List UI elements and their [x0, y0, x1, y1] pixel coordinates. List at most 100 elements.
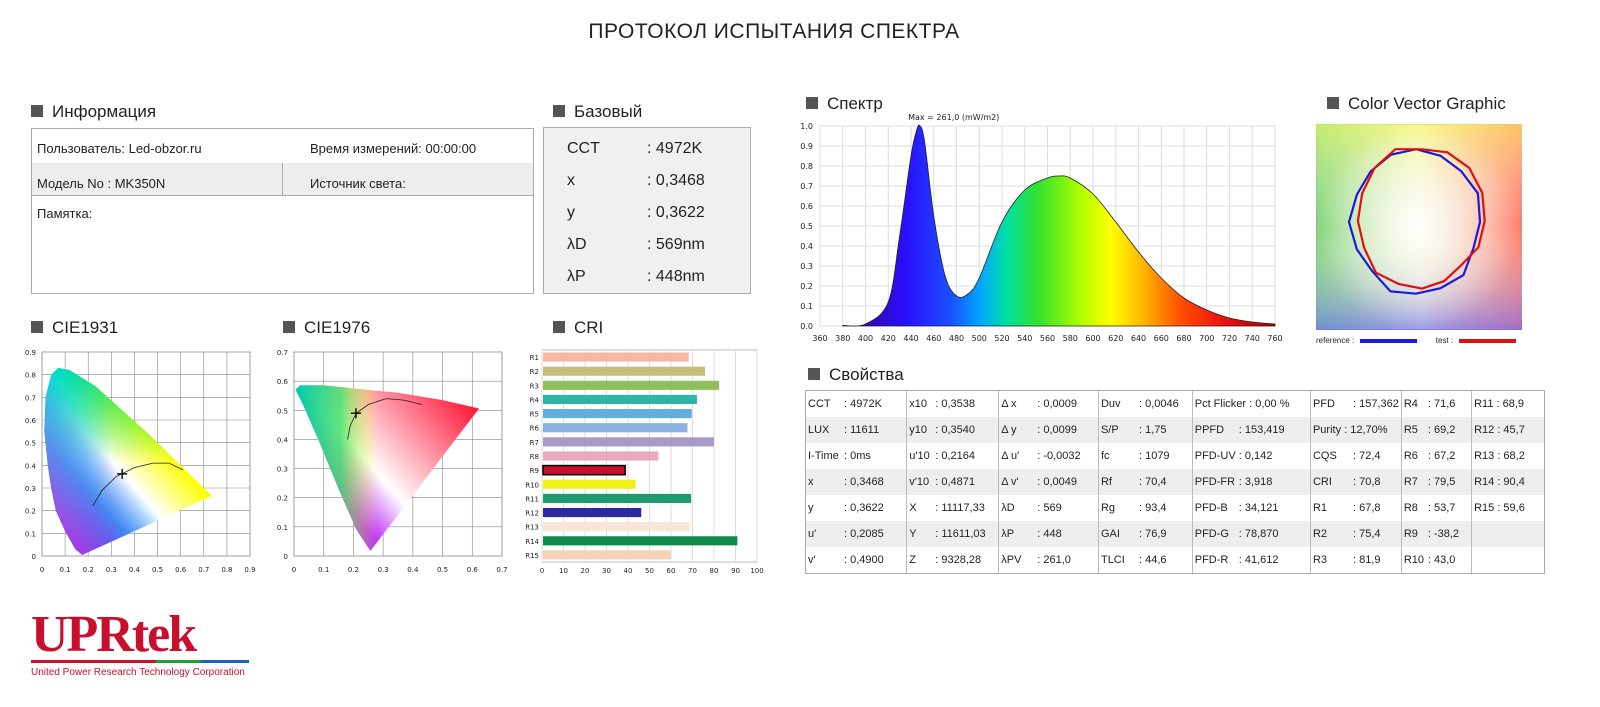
- properties-row: u': 0,2085 Y: 11611,03 λP: 448 GAI: 76,9 PFD…: [806, 521, 1544, 547]
- basic-key: λP: [567, 268, 586, 285]
- property-value: : -38,2: [1427, 528, 1460, 540]
- cie-x-tick: 0.7: [198, 566, 209, 574]
- property-key: R3: [1312, 554, 1328, 566]
- cie-y-tick: 0.5: [25, 440, 36, 448]
- legend-reference-label: reference :: [1316, 336, 1355, 345]
- property-key: LUX: [808, 424, 830, 436]
- cri-category-label: R8: [530, 453, 539, 461]
- bullet-square-icon: [31, 105, 43, 117]
- cri-bar: [543, 366, 706, 376]
- property-value: : 78,870: [1238, 528, 1279, 540]
- properties-cell: PFD-FR: 3,918: [1192, 469, 1311, 495]
- cri-category-label: R3: [530, 382, 539, 390]
- info-row-memo: Памятка:: [32, 195, 533, 293]
- bullet-square-icon: [806, 97, 818, 109]
- cri-category-label: R9: [530, 467, 539, 475]
- property-value: : 157,362: [1352, 398, 1399, 410]
- property-key: PFD-G: [1194, 528, 1229, 540]
- property-value: : 81,9: [1352, 554, 1381, 566]
- properties-cell: [1472, 547, 1544, 573]
- cie-x-tick: 0.6: [467, 566, 479, 574]
- spectrum-y-tick: 1.0: [800, 122, 813, 131]
- cri-bar: [543, 394, 697, 405]
- basic-section-title: Базовый: [574, 102, 643, 121]
- properties-cell: Rf: 70,4: [1098, 469, 1193, 495]
- properties-cell: CRI: 70,8: [1310, 469, 1402, 495]
- property-key: u': [808, 528, 817, 540]
- cri-bar: [542, 464, 626, 476]
- property-value: : 79,5: [1427, 476, 1456, 488]
- property-value: : 0,3468: [844, 476, 884, 488]
- spectrum-x-tick: 520: [994, 334, 1009, 343]
- cri-x-tick: 90: [731, 567, 740, 575]
- property-value: : 70,4: [1138, 476, 1167, 488]
- property-key: R14 : 90,4: [1474, 476, 1525, 488]
- property-value: : 0,3622: [844, 502, 884, 514]
- spectrum-x-tick: 360: [812, 334, 827, 343]
- cri-bar: [543, 423, 688, 433]
- property-key: TLCI: [1100, 554, 1125, 566]
- cie-x-tick: 0.3: [378, 566, 389, 574]
- cri-bar: [543, 522, 690, 532]
- logo-text: UPRtek: [31, 606, 197, 663]
- info-row-model: Модель No : MK350N Источник света:: [32, 163, 533, 196]
- cri-section-title: CRI: [574, 318, 604, 337]
- property-key: S/P: [1100, 424, 1119, 436]
- property-key: PFD-FR: [1194, 476, 1236, 488]
- basic-value: : 569nm: [647, 236, 705, 253]
- cri-x-tick: 20: [581, 567, 590, 575]
- bullet-square-icon: [1327, 97, 1339, 109]
- property-key: Z: [909, 554, 916, 566]
- spectrum-max-label: Max = 261,0 (mW/m2): [908, 113, 999, 122]
- cri-category-label: R7: [530, 439, 539, 447]
- cie-x-tick: 0.1: [60, 566, 71, 574]
- legend-reference-swatch: [1360, 338, 1418, 343]
- property-value: : 72,4: [1352, 450, 1381, 462]
- basic-value: : 0,3622: [647, 204, 705, 221]
- property-key: CRI: [1312, 476, 1332, 488]
- cie-x-tick: 0.4: [129, 566, 141, 574]
- property-key: R13 : 68,2: [1474, 450, 1525, 462]
- basic-value: : 0,3468: [647, 172, 705, 189]
- properties-cell: R15 : 59,6: [1472, 495, 1544, 521]
- property-value: : 44,6: [1138, 554, 1167, 566]
- cri-bar: [543, 493, 692, 503]
- cri-category-label: R10: [525, 481, 539, 489]
- cri-x-tick: 70: [688, 567, 697, 575]
- property-key: u'10: [909, 450, 930, 462]
- property-key: PFD-B: [1194, 502, 1228, 514]
- property-value: : 67,8: [1352, 502, 1381, 514]
- spectrum-chart: 360 380 400 420 440 460 480 500 520 540 560 580 600 6…: [800, 113, 1282, 343]
- property-value: : 11117,33: [935, 502, 985, 514]
- logo-underline: [31, 660, 249, 663]
- cie-x-tick: 0.4: [407, 566, 419, 574]
- basic-key: λD: [567, 236, 587, 253]
- property-value: : 43,0: [1427, 554, 1456, 566]
- props-section-title: Свойства: [829, 365, 904, 384]
- cri-bar: [543, 451, 659, 461]
- properties-cell: Rg: 93,4: [1098, 495, 1193, 521]
- spectrum-x-tick: 680: [1176, 334, 1191, 343]
- cie-y-tick: 0: [284, 553, 288, 561]
- properties-cell: v'10: 0,4871: [906, 469, 1000, 495]
- planckian-locus: [347, 398, 422, 440]
- cri-bar: [543, 479, 636, 489]
- cie-x-tick: 0.5: [152, 566, 163, 574]
- property-key: fc: [1100, 450, 1110, 462]
- properties-cell: [1471, 521, 1544, 547]
- cri-x-tick: 40: [624, 567, 633, 575]
- properties-cell: R8: 53,7: [1401, 495, 1473, 521]
- cri-x-tick: 10: [559, 567, 568, 575]
- properties-cell: R10: 43,0: [1401, 547, 1473, 573]
- property-value: : 0,0099: [1037, 424, 1077, 436]
- spectral-locus: [295, 385, 480, 551]
- info-time: Время измерений: 00:00:00: [310, 141, 477, 156]
- cri-bar: [543, 409, 692, 419]
- property-value: : 4972K: [844, 398, 882, 410]
- cie1976-chart: 0 0.1 0.2 0.3 0.4 0.5 0.6 0.7 0 0.1 0.2 0.3 0.4 0.5 0.…: [277, 349, 508, 574]
- cie-x-tick: 0.8: [221, 566, 232, 574]
- property-value: : 1,75: [1138, 424, 1167, 436]
- cie-y-tick: 0.2: [277, 495, 288, 503]
- property-value: : 75,4: [1352, 528, 1381, 540]
- property-value: : 0,0046: [1138, 398, 1179, 410]
